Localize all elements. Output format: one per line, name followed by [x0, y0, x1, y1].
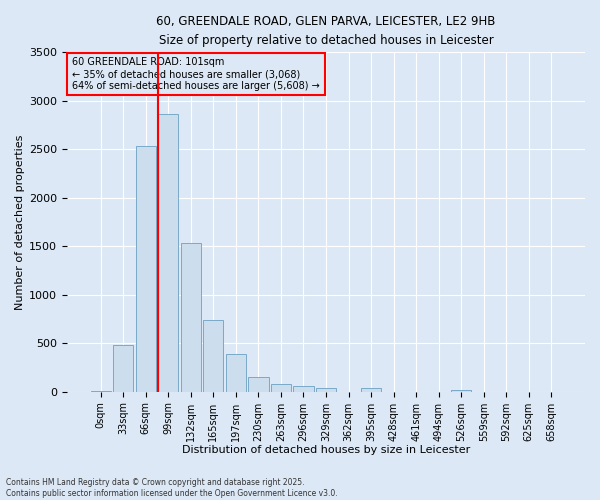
Bar — [203, 320, 223, 392]
Y-axis label: Number of detached properties: Number of detached properties — [15, 134, 25, 310]
Bar — [136, 146, 156, 392]
Bar — [316, 388, 336, 392]
Bar — [248, 376, 269, 392]
Bar — [271, 384, 291, 392]
X-axis label: Distribution of detached houses by size in Leicester: Distribution of detached houses by size … — [182, 445, 470, 455]
Bar — [91, 391, 111, 392]
Bar — [293, 386, 314, 392]
Bar — [361, 388, 381, 392]
Bar — [158, 114, 178, 392]
Text: 60 GREENDALE ROAD: 101sqm
← 35% of detached houses are smaller (3,068)
64% of se: 60 GREENDALE ROAD: 101sqm ← 35% of detac… — [72, 58, 320, 90]
Bar — [181, 244, 201, 392]
Bar — [226, 354, 246, 392]
Bar — [451, 390, 472, 392]
Text: Contains HM Land Registry data © Crown copyright and database right 2025.
Contai: Contains HM Land Registry data © Crown c… — [6, 478, 338, 498]
Title: 60, GREENDALE ROAD, GLEN PARVA, LEICESTER, LE2 9HB
Size of property relative to : 60, GREENDALE ROAD, GLEN PARVA, LEICESTE… — [157, 15, 496, 47]
Bar — [113, 345, 133, 392]
